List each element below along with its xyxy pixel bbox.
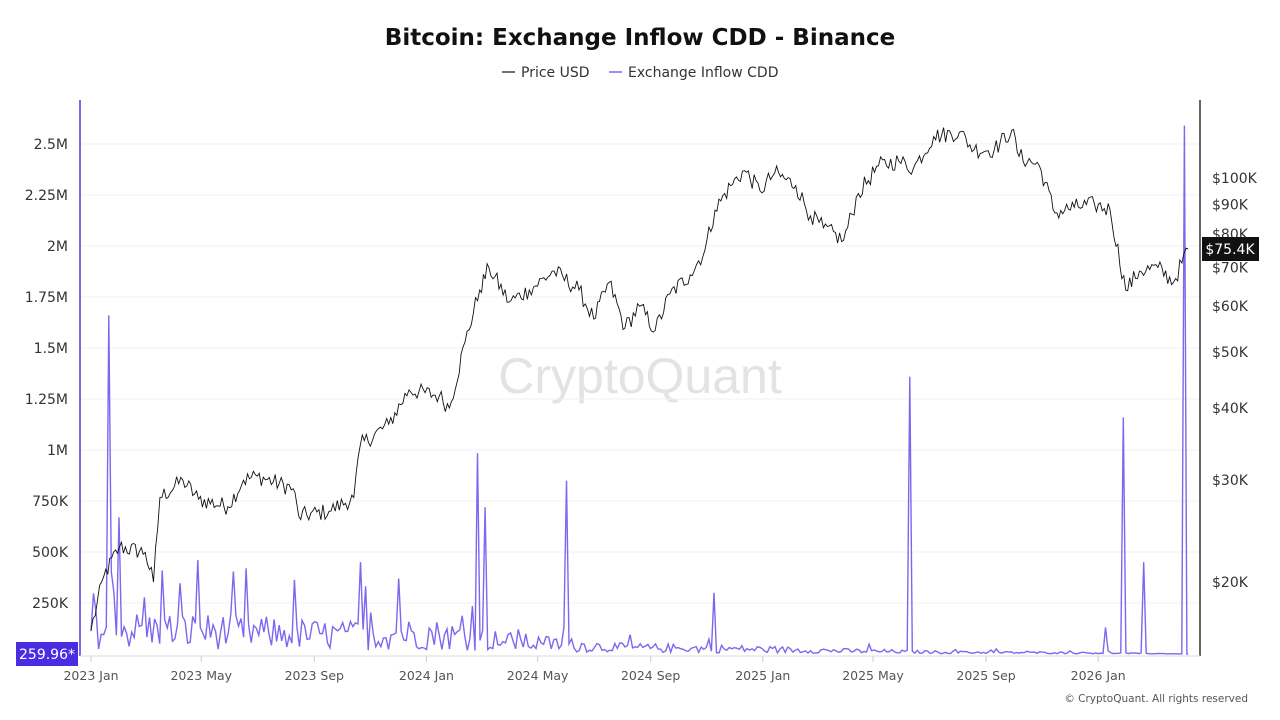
right-tick-label: $30K [1212, 473, 1249, 489]
left-tick-label: 250K [32, 596, 69, 612]
right-tick-label: $50K [1212, 345, 1249, 361]
legend-price[interactable]: Price USD [521, 65, 590, 81]
legend-cdd[interactable]: Exchange Inflow CDD [628, 65, 778, 81]
right-tick-label: $40K [1212, 401, 1249, 417]
left-axis: 250K 500K 750K 1M 1.25M 1.5M 1.75M 2M 2.25M 2.5M [25, 137, 69, 612]
x-tick-label: 2025 May [842, 668, 904, 683]
x-tick-label: 2023 May [170, 668, 232, 683]
cdd-series-line [90, 125, 1189, 655]
left-tick-label: 2.25M [25, 188, 68, 204]
x-tick-label: 2024 Sep [621, 668, 680, 683]
watermark: CryptoQuant [498, 348, 782, 404]
x-tick-label: 2025 Jan [735, 668, 790, 683]
legend[interactable]: Price USD Exchange Inflow CDD [502, 65, 778, 81]
current-price-value: $75.4K [1205, 242, 1255, 258]
price-series-line [90, 127, 1189, 631]
left-tick-label: 1.25M [25, 392, 68, 408]
x-tick-label: 2026 Jan [1071, 668, 1126, 683]
left-tick-label: 2M [47, 239, 68, 255]
x-tick-label: 2024 May [507, 668, 569, 683]
gridlines [80, 143, 1200, 604]
right-tick-label: $60K [1212, 299, 1249, 315]
left-tick-label: 1.5M [34, 341, 68, 357]
left-tick-label: 1.75M [25, 290, 68, 306]
x-tick-label: 2025 Sep [956, 668, 1015, 683]
x-axis: 2023 Jan 2023 May 2023 Sep 2024 Jan 2024 May… [63, 656, 1126, 683]
x-tick-label: 2023 Jan [63, 668, 118, 683]
left-tick-label: 500K [32, 545, 69, 561]
current-cdd-badge: 259.96* [16, 642, 78, 666]
right-tick-label: $90K [1212, 197, 1249, 213]
x-tick-label: 2024 Jan [399, 668, 454, 683]
right-tick-label: $20K [1212, 575, 1249, 591]
left-tick-label: 1M [47, 443, 68, 459]
left-tick-label: 2.5M [34, 137, 68, 153]
current-cdd-value: 259.96* [19, 647, 75, 663]
current-price-badge: $75.4K [1202, 237, 1259, 261]
right-axis: $20K$30K$40K$50K$60K$70K$80K$90K$100K [1212, 171, 1258, 591]
chart-title: Bitcoin: Exchange Inflow CDD - Binance [385, 25, 895, 51]
right-tick-label: $100K [1212, 171, 1258, 187]
left-tick-label: 750K [32, 494, 69, 510]
copyright: © CryptoQuant. All rights reserved [1064, 693, 1248, 705]
right-tick-label: $70K [1212, 261, 1249, 277]
x-tick-label: 2023 Sep [285, 668, 344, 683]
